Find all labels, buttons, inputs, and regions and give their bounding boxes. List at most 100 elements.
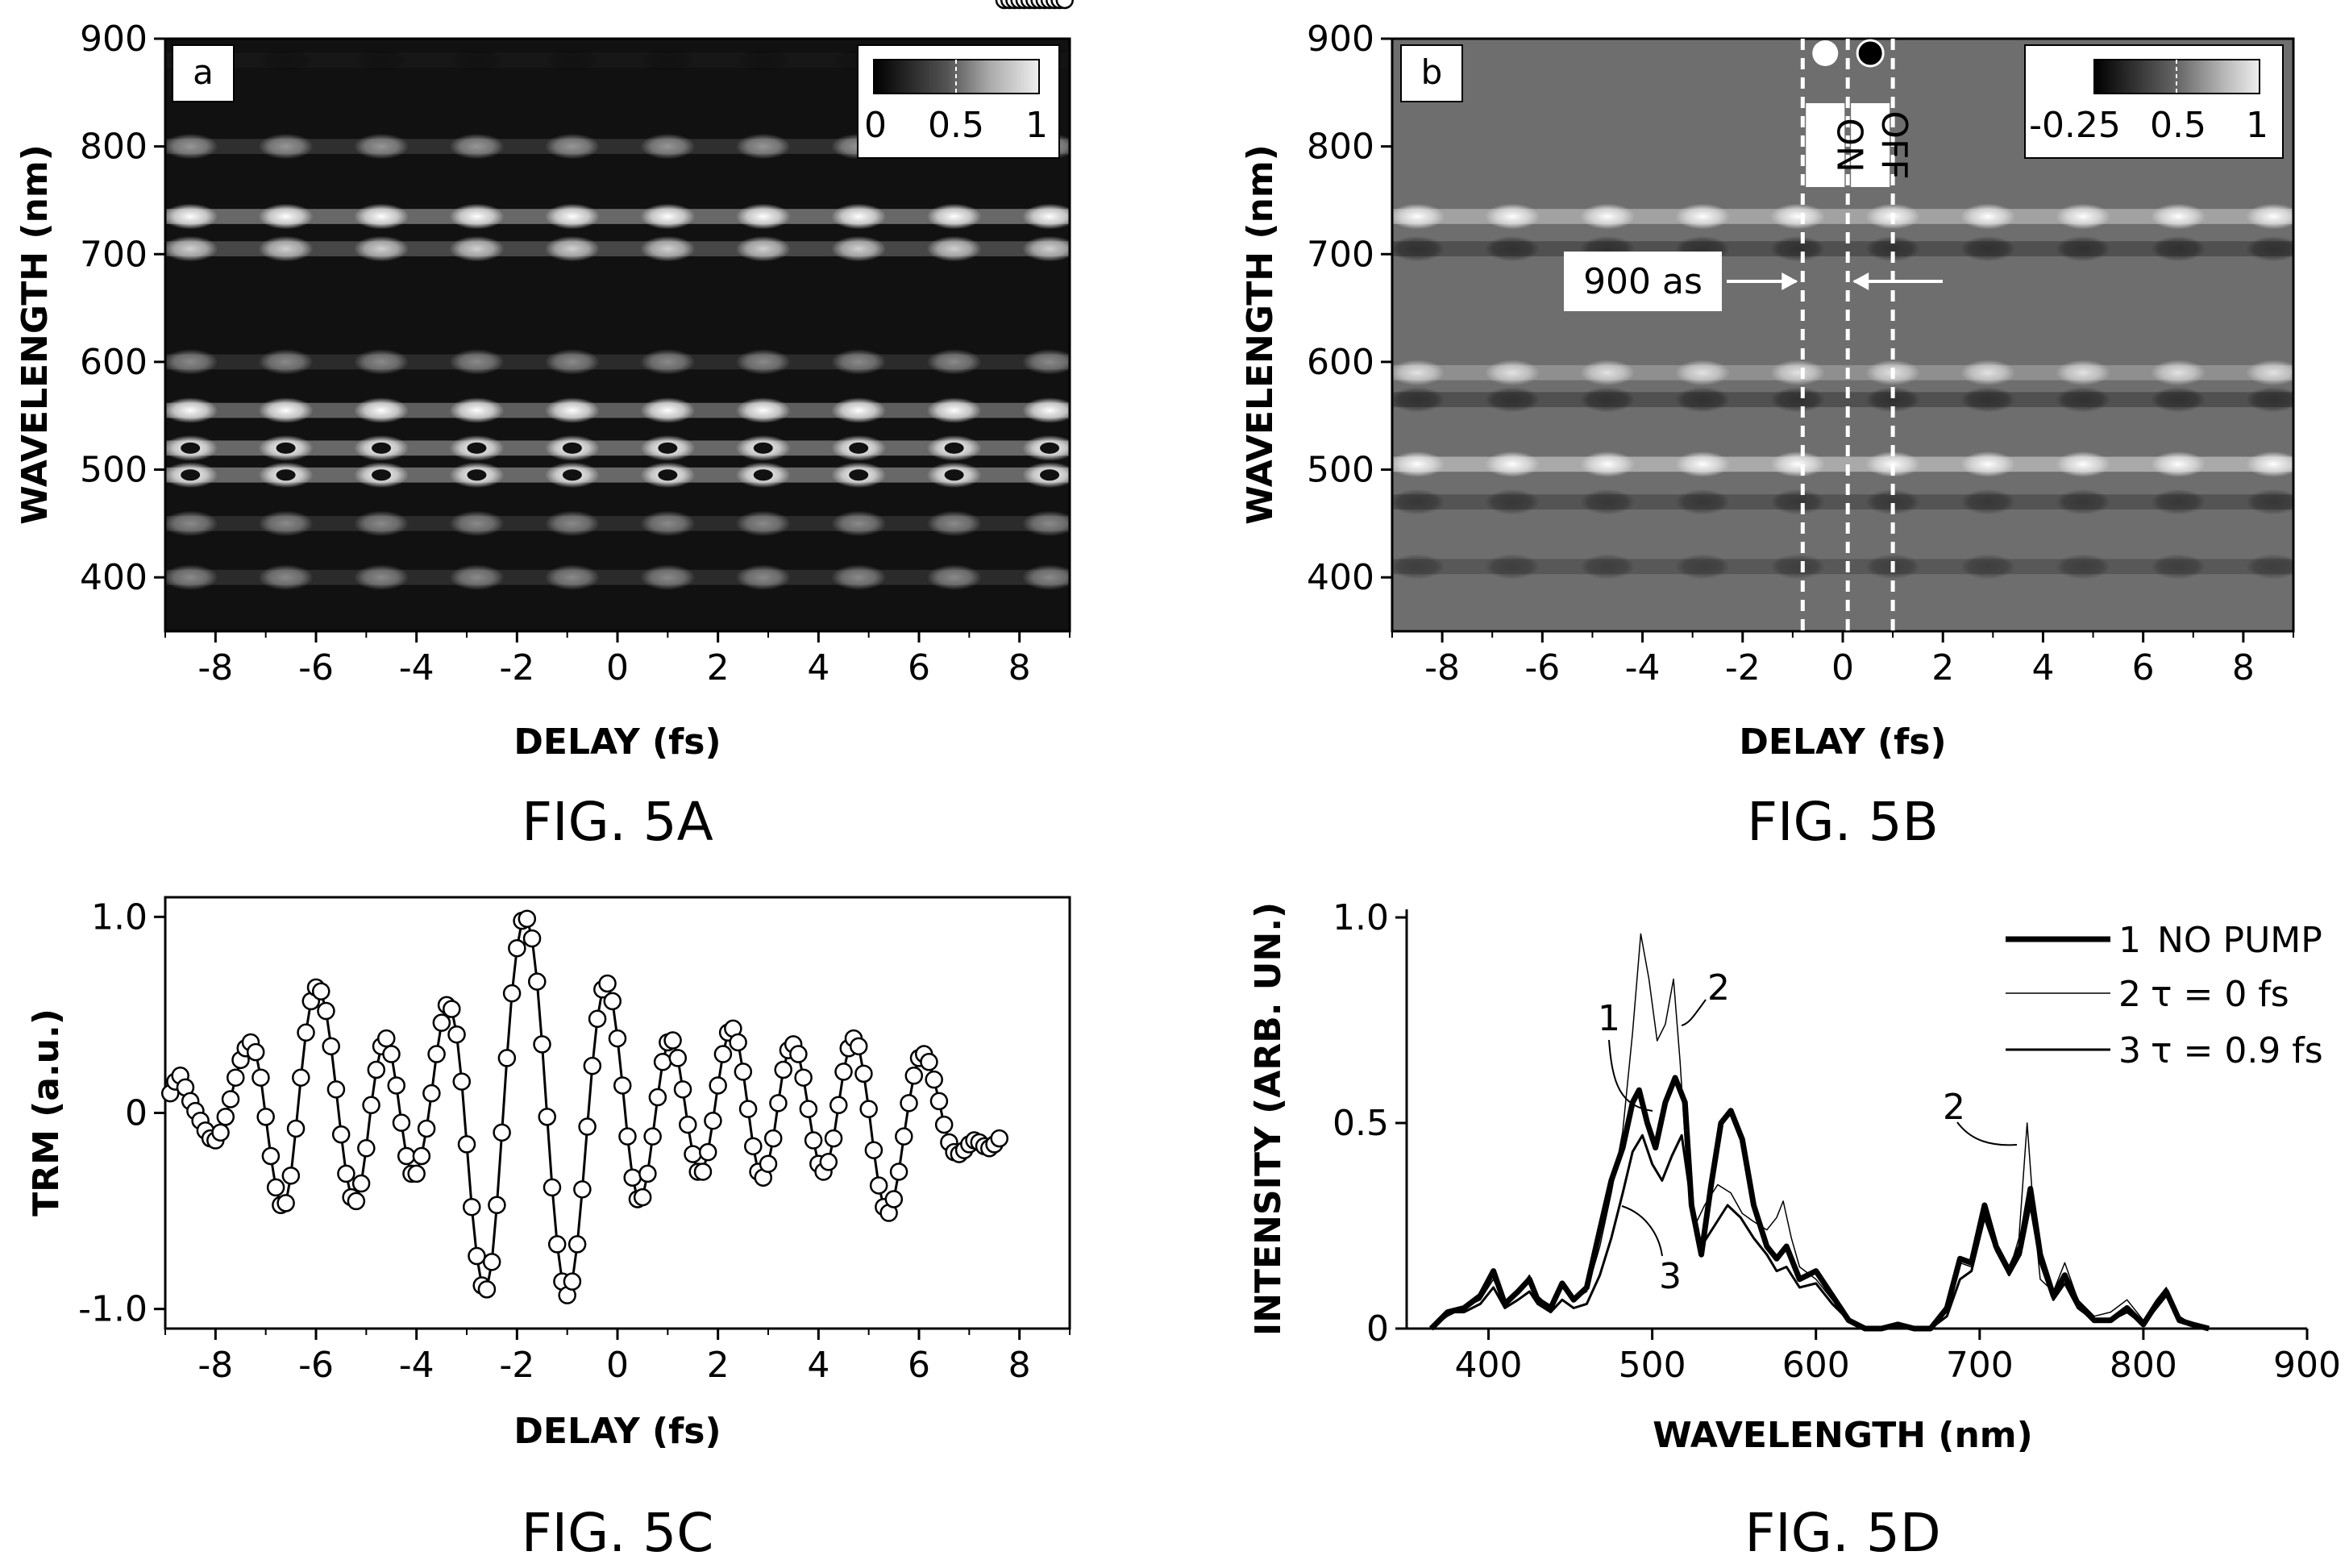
trm-point	[497, 1049, 517, 1067]
heatmap-a-ring-center	[372, 442, 392, 454]
trm-point	[934, 1115, 954, 1134]
colorbar-b-tick-2: 1	[2246, 105, 2268, 146]
trm-point	[292, 1068, 310, 1087]
heatmap-a-ring-center	[562, 442, 582, 454]
heatmap-a-oscillation-blob	[640, 564, 696, 591]
trm-point	[824, 1129, 843, 1148]
trm-point	[834, 1063, 853, 1081]
trm-point	[578, 1117, 597, 1136]
heatmap-b-oscillation-blob	[1485, 553, 1540, 580]
trm-point	[317, 1001, 335, 1021]
heatmap-b-oscillation-blob	[1580, 203, 1636, 230]
heatmap-b-oscillation-blob	[2246, 553, 2293, 580]
heatmap-b-xtick-label: 4	[2031, 647, 2054, 688]
heatmap-b-oscillation-blob	[1770, 386, 1826, 413]
heatmap-a-xtick-label: 8	[1008, 647, 1031, 688]
colorbar-a-tick-0: 0	[864, 105, 887, 146]
heatmap-b-oscillation-blob	[2151, 203, 2206, 230]
trm-point	[457, 1135, 476, 1154]
heatmap-b-oscillation-blob	[2056, 203, 2111, 230]
trm-point	[347, 1192, 366, 1211]
trm-point	[417, 1119, 436, 1138]
heatmap-a-oscillation-blob	[258, 133, 314, 160]
heatmap-a-oscillation-blob	[640, 510, 696, 537]
trm-point	[704, 1111, 722, 1130]
trm-point	[477, 1280, 497, 1299]
colorbar-a: 0 0.5 1	[857, 44, 1060, 159]
heatmap-b-oscillation-blob	[1770, 360, 1826, 386]
trm-point	[528, 972, 547, 991]
heatmap-a-xtick-label: -4	[399, 647, 434, 688]
heatmap-b-oscillation-blob	[2056, 553, 2111, 580]
heatmap-a-oscillation-blob	[258, 510, 314, 537]
trm-point	[508, 938, 526, 958]
heatmap-b-axes: -8 -6 -4 -2 0 2 4 6 8 900 800 700 600 500 400	[1307, 19, 2294, 688]
plot-d-xtick-label: 400	[1455, 1345, 1523, 1386]
heatmap-b-ytick-label: 400	[1307, 557, 1374, 598]
on-off-annotation: ON OFF 900 as	[1564, 39, 1943, 631]
heatmap-b-oscillation-blob	[2056, 360, 2111, 386]
heatmap-a-oscillation-blob	[258, 564, 314, 591]
heatmap-a-xtick-label: -8	[197, 647, 233, 688]
plot-c-xtick-label: -8	[197, 1345, 233, 1386]
heatmap-a-oscillation-blob	[926, 203, 982, 230]
plot-d-axes: 400 500 600 700 800 900 1.0 0.5 0	[1332, 897, 2341, 1386]
heatmap-b-ytick-label: 700	[1307, 234, 1374, 275]
trm-point	[759, 1154, 778, 1173]
trm-point	[623, 1168, 642, 1187]
panel-d: 400 500 600 700 800 900 1.0 0.5 0 1 NO PUMP 2 τ …	[1248, 897, 2341, 1564]
plot-c-xtick-label: 2	[707, 1345, 730, 1386]
heatmap-a-xtick-label: 4	[807, 647, 829, 688]
trm-point	[227, 1068, 245, 1087]
heatmap-b-xtick-label: 8	[2232, 647, 2255, 688]
trm-point	[774, 1060, 792, 1079]
heatmap-a-ring-center	[1040, 442, 1060, 454]
heatmap-b-xtick-label: -8	[1424, 647, 1460, 688]
trm-point	[443, 1000, 461, 1018]
heatmap-b-oscillation-blob	[1392, 489, 1445, 515]
heatmap-b-oscillation-blob	[1580, 553, 1636, 580]
heatmap-b-oscillation-blob	[1392, 386, 1445, 413]
heatmap-b-oscillation-blob	[1675, 489, 1731, 515]
heatmap-a-xtick-label: -6	[298, 647, 334, 688]
heatmap-a-oscillation-blob	[544, 203, 600, 230]
curve-label-1: 1	[1598, 998, 1620, 1039]
heatmap-a-ytick-label: 400	[80, 557, 148, 598]
curve-labels-d: 1 2 3 2	[1598, 967, 2018, 1297]
heatmap-a-oscillation-blob	[544, 47, 600, 73]
plot-c-xtick-label: 4	[807, 1345, 829, 1386]
heatmap-a-ring-center	[372, 469, 392, 481]
trm-point	[543, 1178, 562, 1197]
trm-point	[533, 1035, 551, 1054]
heatmap-a-oscillation-blob	[165, 564, 218, 591]
trm-point	[618, 1127, 637, 1146]
trm-point	[648, 1088, 667, 1107]
heatmap-a-oscillation-blob	[1022, 349, 1070, 375]
trm-point	[789, 1045, 808, 1063]
heatmap-a-oscillation-blob	[165, 397, 218, 423]
plot-c-xtick-label: 6	[908, 1345, 930, 1386]
off-indicator-dot	[1856, 39, 1885, 68]
heatmap-a-oscillation-blob	[544, 397, 600, 423]
trm-point	[256, 1108, 275, 1126]
trm-point	[488, 1196, 506, 1215]
heatmap-a-oscillation-blob	[735, 203, 791, 230]
heatmap-b-oscillation-blob	[2056, 386, 2111, 413]
spectrum-series-3	[1430, 1133, 2210, 1330]
heatmap-a-xtick-label: 6	[908, 647, 930, 688]
trm-point	[925, 1070, 943, 1089]
heatmap-b-oscillation-blob	[2056, 489, 2111, 515]
heatmap-b-oscillation-blob	[1485, 235, 1540, 262]
heatmap-a-oscillation-blob	[449, 564, 505, 591]
trm-point	[252, 1068, 270, 1087]
heatmap-a-ring-center	[181, 442, 201, 454]
figure-caption-5d: FIG. 5D	[1744, 1502, 1940, 1564]
plot-c-xtick-label: 8	[1008, 1345, 1031, 1386]
on-label: ON	[1828, 118, 1869, 173]
heatmap-a-oscillation-blob	[449, 235, 505, 262]
trm-point	[889, 1162, 908, 1181]
interval-label: 900 as	[1583, 261, 1703, 302]
panel-label-box-b	[1400, 44, 1463, 102]
trm-point	[357, 1139, 376, 1158]
trm-point	[598, 974, 617, 993]
